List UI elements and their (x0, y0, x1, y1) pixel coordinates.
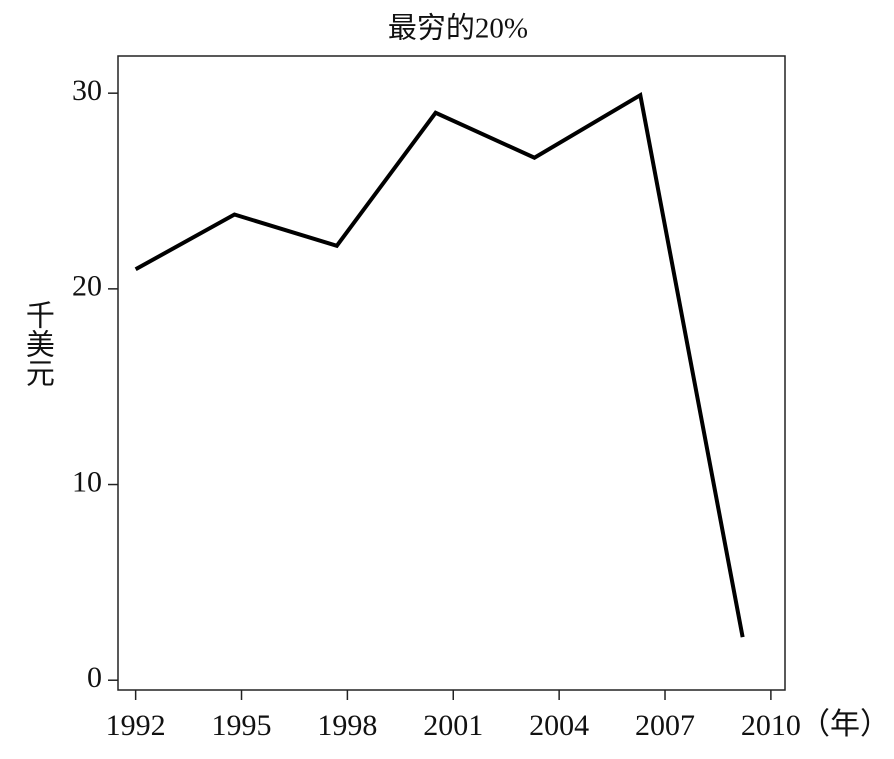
y-axis-label: 千美元 (21, 300, 54, 387)
y-tick-label: 20 (72, 270, 102, 303)
y-tick-label: 0 (87, 661, 102, 694)
line (134, 91, 745, 638)
y-tick-label: 10 (72, 465, 102, 498)
x-tick-label: 2010 (741, 709, 801, 742)
x-tick-label: 1992 (106, 709, 166, 742)
x-tick-label: 1995 (212, 709, 272, 742)
y-tick-label: 30 (72, 74, 102, 107)
chart-title: 最穷的20% (388, 12, 528, 45)
x-axis-label: （年） (800, 708, 890, 741)
x-tick-label: 1998 (317, 709, 377, 742)
x-tick-label: 2001 (423, 709, 483, 742)
x-tick-label: 2007 (635, 709, 695, 742)
x-tick-label: 2004 (529, 709, 589, 742)
plot-frame (117, 55, 786, 691)
